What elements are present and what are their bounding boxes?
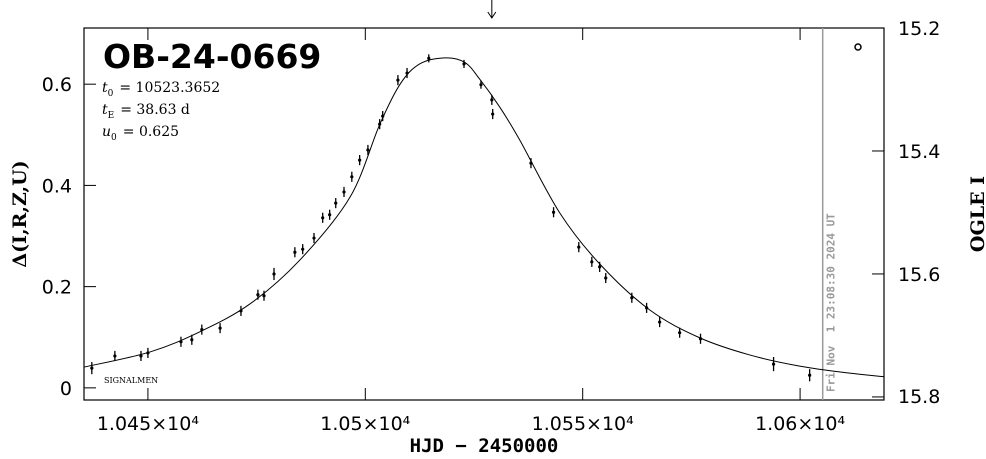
data-point [272, 272, 276, 276]
data-point [427, 56, 431, 60]
data-point [479, 83, 483, 87]
data-point [577, 245, 581, 249]
x-tick-label: 1.05×10⁴ [320, 413, 410, 435]
data-point [771, 362, 776, 366]
y-tick-label: 0.4 [42, 175, 72, 197]
parameter: tE = 38.63 d [102, 102, 190, 121]
parameter-symbol: u [102, 124, 111, 140]
data-point [218, 326, 222, 330]
data-point [808, 373, 812, 377]
chart-title: OB-24-0669 [103, 37, 321, 76]
symbol-marker [854, 43, 862, 51]
x-tick-label: 1.06×10⁴ [755, 413, 845, 435]
data-point [256, 293, 260, 297]
y2-tick-label: 15.2 [898, 18, 940, 40]
y2-tick-label: 15.8 [898, 386, 940, 408]
y2-tick-label: 15.4 [898, 141, 940, 163]
data-point [293, 250, 297, 254]
parameter-value: = 38.63 d [120, 102, 190, 118]
data-point [678, 331, 682, 335]
data-point [491, 112, 495, 116]
data-point [262, 294, 266, 298]
data-point [630, 296, 634, 300]
timestamp: Fri Nov 1 23:08:30 2024 UT [825, 213, 838, 392]
data-point [462, 62, 466, 66]
y-tick-label: 0 [60, 378, 72, 400]
parameter-value: = 10523.3652 [119, 80, 220, 96]
data-point [366, 148, 370, 152]
data-point [301, 247, 305, 251]
parameter: t0 = 10523.3652 [102, 80, 220, 99]
data-point [342, 190, 346, 194]
parameter: u0 = 0.625 [102, 124, 179, 143]
data-point [350, 175, 354, 179]
x-tick-label: 1.045×10⁴ [97, 413, 199, 435]
arrow [487, 0, 497, 19]
data-point [658, 320, 662, 324]
plot-frame [83, 27, 885, 401]
model-curve [83, 57, 885, 378]
y2-tick-label: 15.6 [898, 264, 940, 286]
data-point [190, 338, 194, 342]
parameter-subscript: 0 [108, 89, 114, 99]
data-point [598, 265, 602, 269]
data-point [590, 260, 594, 264]
data-point [396, 78, 400, 82]
parameter-subscript: E [108, 111, 115, 121]
parameter-symbol: t [102, 102, 108, 118]
data-point [334, 201, 338, 205]
corner-label: SIGNALMEN [104, 376, 158, 385]
data-point [358, 158, 362, 162]
data-point [490, 98, 494, 102]
y-tick-label: 0.6 [42, 74, 72, 96]
x-tick-label: 1.055×10⁴ [532, 413, 634, 435]
data-point [551, 210, 556, 214]
parameter-subscript: 0 [111, 133, 117, 143]
y-tick-label: 0.2 [42, 277, 72, 299]
data-point [321, 216, 325, 220]
x-axis-label: HJD − 2450000 [410, 435, 559, 457]
data-point [328, 213, 332, 217]
data-point [113, 354, 117, 358]
parameter-symbol: t [102, 80, 108, 96]
data-point [604, 276, 608, 280]
parameter-value: = 0.625 [123, 124, 179, 140]
y2-axis-label: OGLE I [967, 176, 986, 252]
data-point [312, 236, 316, 240]
y-axis-label: Δ(I,R,Z,U) [9, 160, 31, 267]
data-point [90, 366, 94, 370]
